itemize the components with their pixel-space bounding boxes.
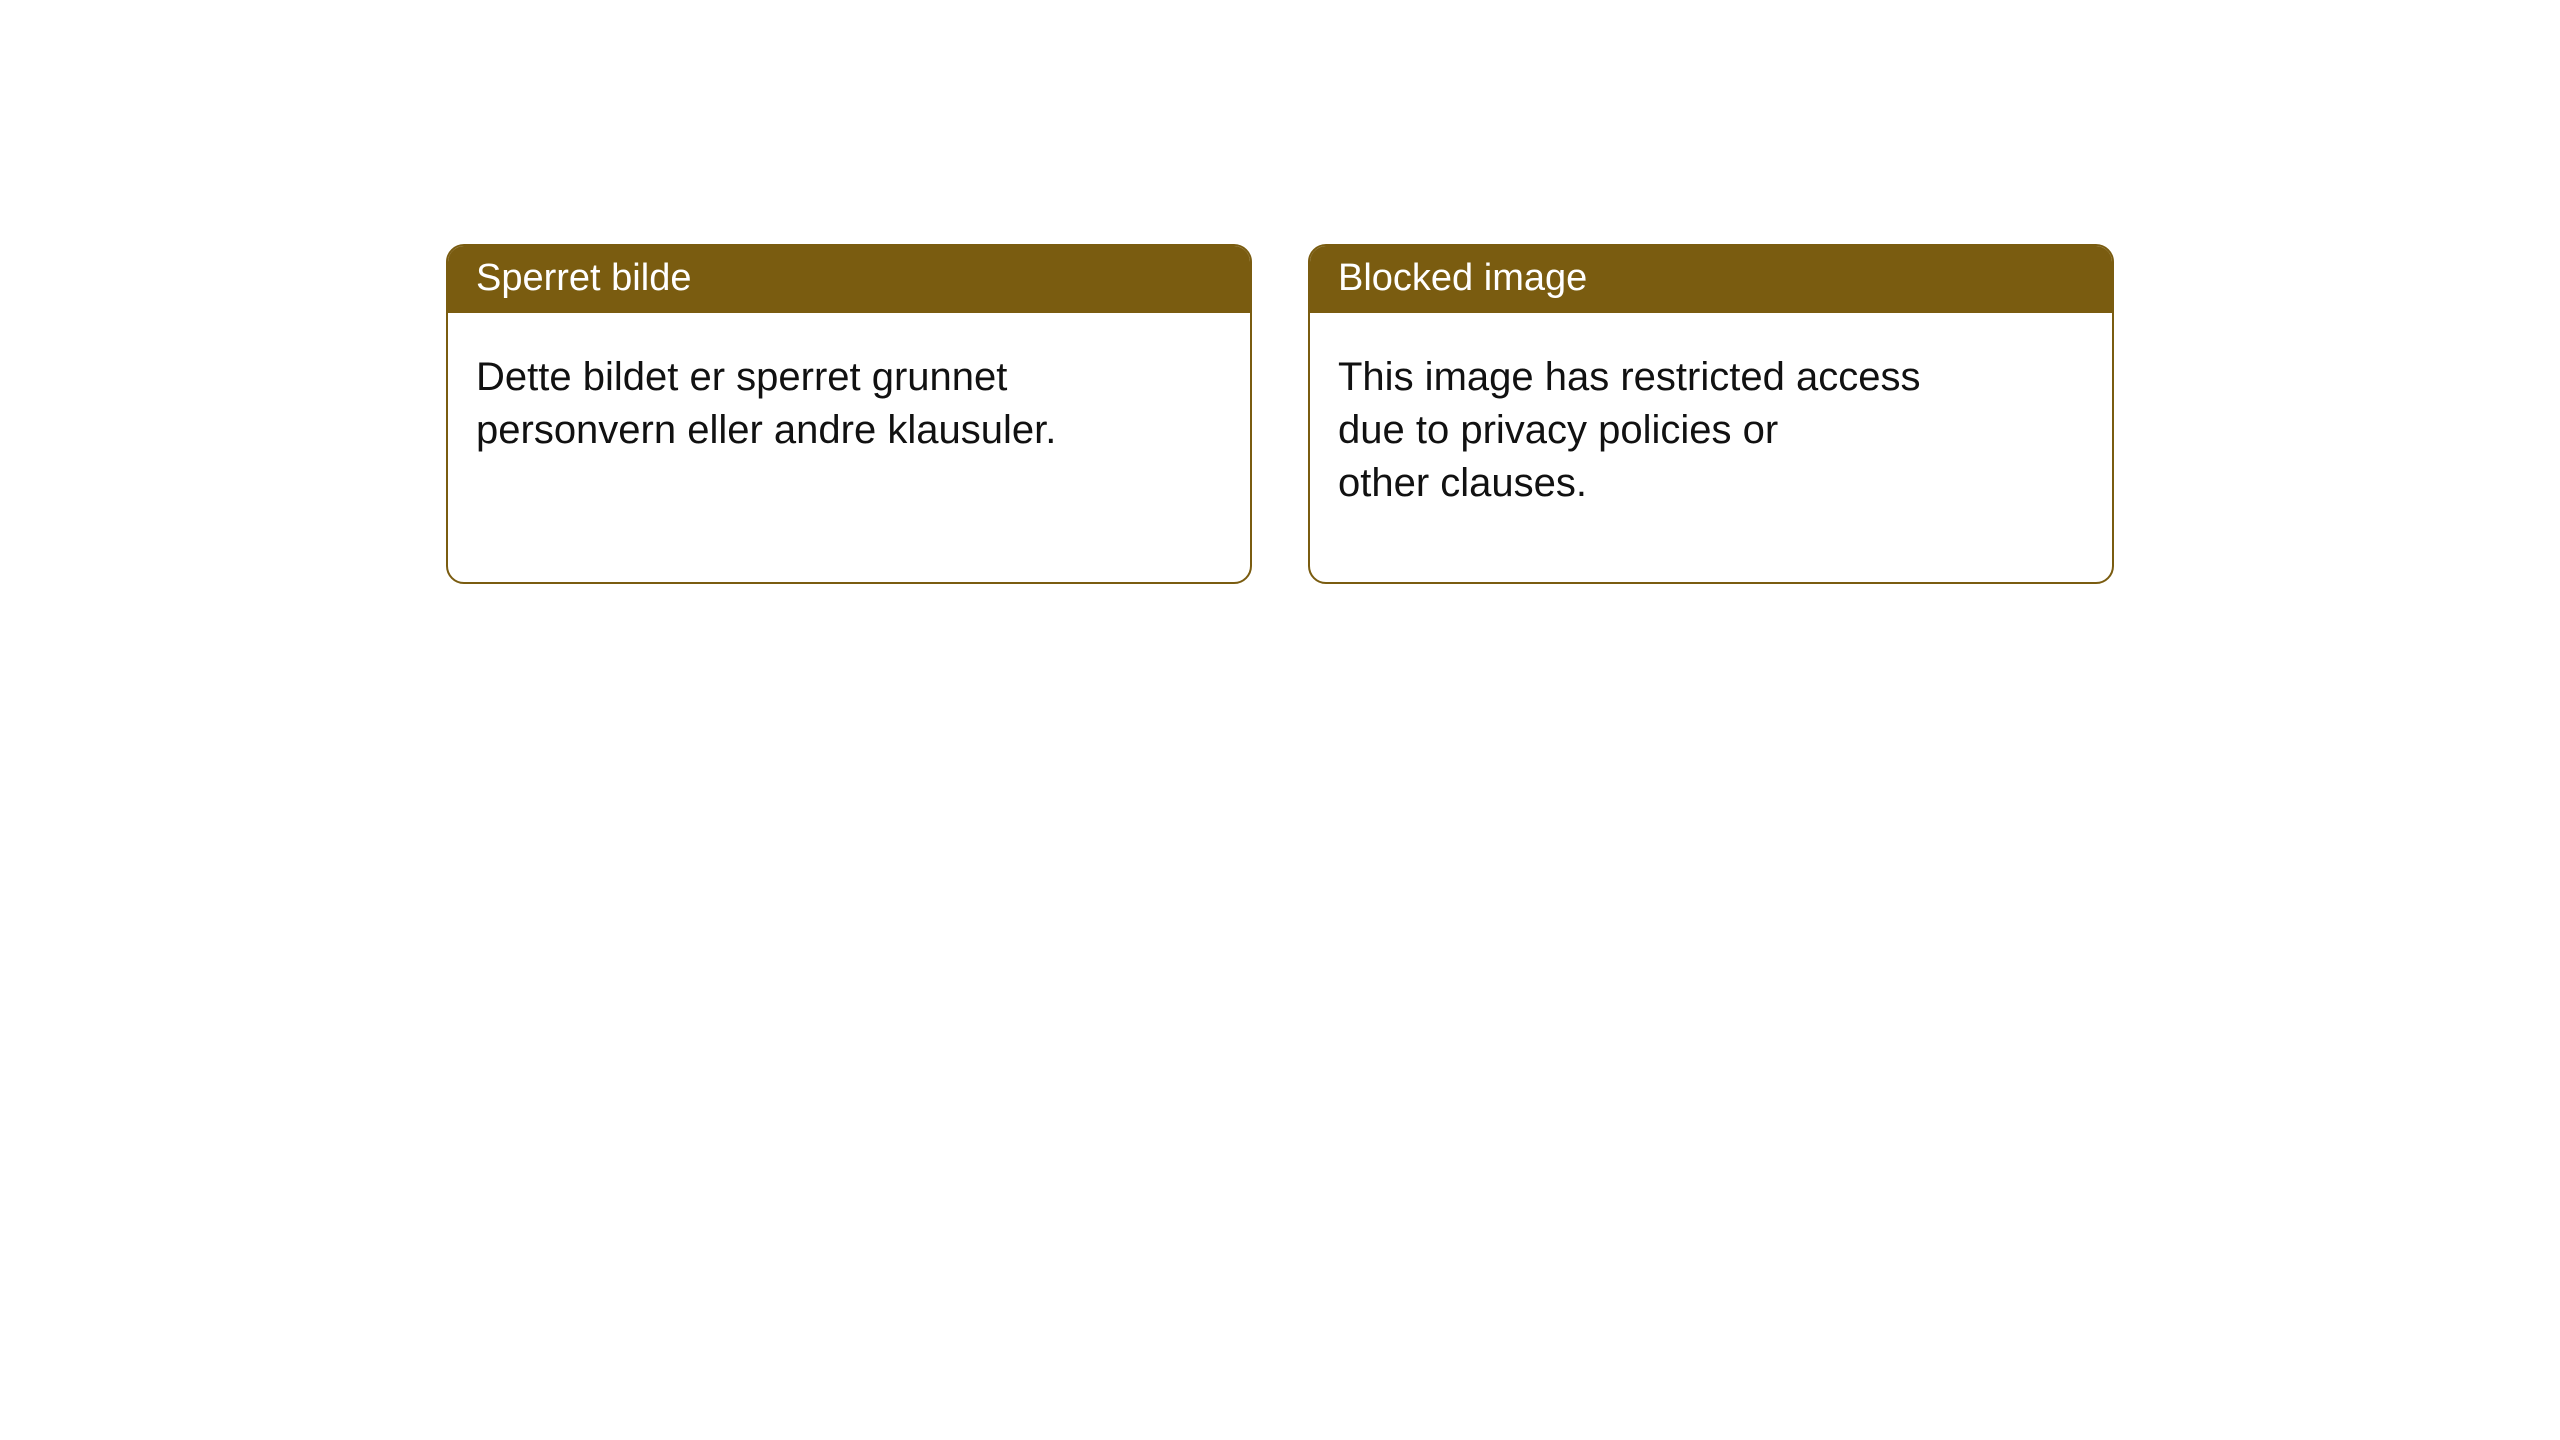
notice-container: Sperret bilde Dette bildet er sperret gr…	[0, 0, 2560, 584]
notice-body-english: This image has restricted access due to …	[1310, 313, 2112, 537]
notice-card-norwegian: Sperret bilde Dette bildet er sperret gr…	[446, 244, 1252, 584]
notice-card-english: Blocked image This image has restricted …	[1308, 244, 2114, 584]
notice-body-norwegian: Dette bildet er sperret grunnet personve…	[448, 313, 1250, 485]
notice-header-english: Blocked image	[1310, 246, 2112, 313]
notice-header-norwegian: Sperret bilde	[448, 246, 1250, 313]
